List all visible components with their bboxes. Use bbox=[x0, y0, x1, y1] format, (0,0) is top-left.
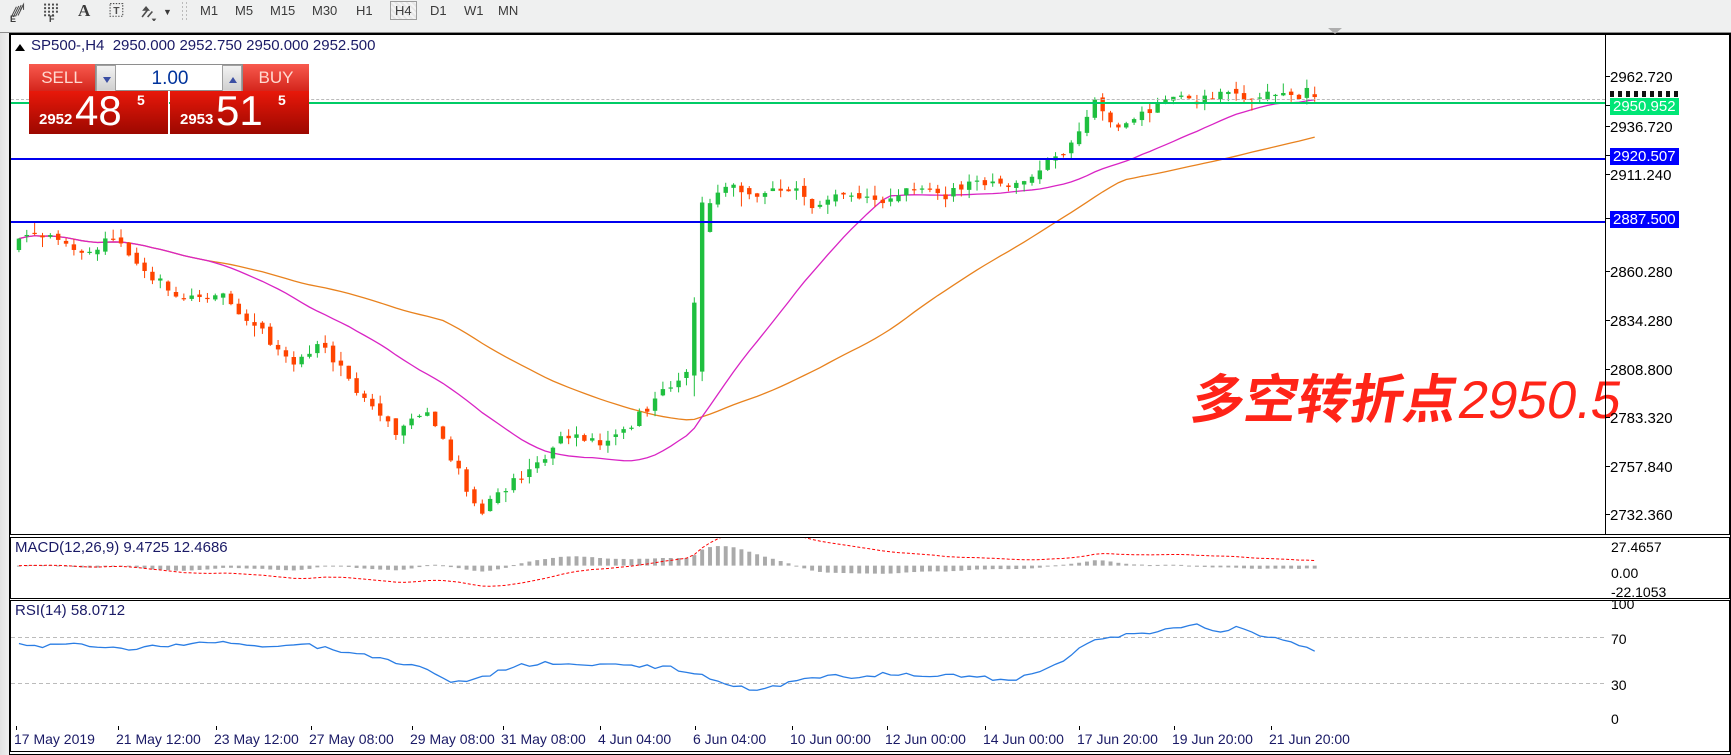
svg-text:T: T bbox=[113, 6, 120, 17]
svg-text:2950.5: 2950.5 bbox=[1454, 371, 1626, 430]
